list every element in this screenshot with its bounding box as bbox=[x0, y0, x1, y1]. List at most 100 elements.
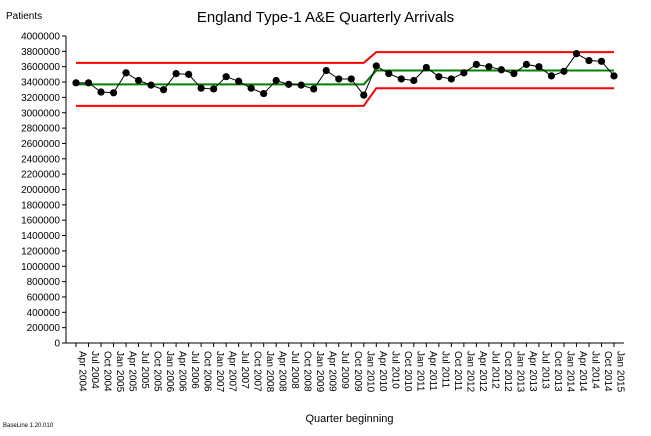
data-point bbox=[585, 56, 593, 65]
x-tick-label: Apr 2011 bbox=[427, 351, 438, 391]
y-tick-label: 3400000 bbox=[21, 78, 60, 89]
x-tick-label: Jan 2014 bbox=[564, 351, 575, 393]
data-point bbox=[285, 80, 293, 88]
data-point bbox=[497, 66, 505, 74]
y-tick-label: 1400000 bbox=[21, 231, 60, 242]
x-tick-label: Jul 2004 bbox=[89, 351, 100, 389]
y-tick-label: 2200000 bbox=[21, 170, 60, 181]
data-point bbox=[310, 85, 318, 93]
data-point bbox=[109, 89, 118, 97]
x-tick-label: Apr 2013 bbox=[527, 351, 538, 392]
x-tick-label: Oct 2013 bbox=[552, 351, 563, 392]
x-tick-label: Jul 2010 bbox=[389, 351, 400, 389]
x-tick-label: Jan 2009 bbox=[314, 351, 325, 393]
data-point bbox=[335, 75, 343, 83]
data-point bbox=[547, 72, 556, 80]
data-point bbox=[597, 57, 606, 65]
data-point bbox=[535, 63, 543, 71]
data-point bbox=[272, 76, 280, 85]
data-point bbox=[360, 91, 368, 99]
y-tick-label: 2600000 bbox=[21, 139, 60, 150]
x-tick-label: Jul 2014 bbox=[589, 351, 600, 389]
x-tick-label: Apr 2008 bbox=[277, 351, 288, 392]
x-tick-label: Oct 2014 bbox=[602, 351, 613, 392]
y-axis-label: Patients bbox=[6, 11, 43, 22]
x-tick-label: Apr 2012 bbox=[477, 351, 488, 392]
x-tick-label: Jan 2013 bbox=[514, 351, 525, 393]
data-point bbox=[322, 66, 330, 75]
upper-control-limit-line bbox=[76, 51, 614, 64]
x-tick-label: Oct 2011 bbox=[452, 351, 463, 391]
x-tick-label: Jan 2010 bbox=[364, 351, 375, 393]
x-tick-label: Oct 2010 bbox=[402, 351, 413, 392]
y-tick-label: 2800000 bbox=[21, 124, 60, 135]
x-axis-label-wrap: Quarter beginning bbox=[0, 413, 651, 425]
x-tick-label: Jul 2013 bbox=[539, 351, 550, 389]
data-point bbox=[97, 88, 105, 96]
software-footnote: BaseLine 1.20.010 bbox=[3, 423, 54, 429]
chart-title: England Type-1 A&E Quarterly Arrivals bbox=[196, 9, 455, 26]
x-tick-label: Oct 2009 bbox=[352, 351, 363, 392]
data-point bbox=[460, 69, 468, 77]
x-tick-label: Jan 2007 bbox=[214, 351, 225, 393]
x-tick-label: Jan 2006 bbox=[164, 351, 175, 393]
data-point bbox=[447, 75, 455, 83]
data-point bbox=[372, 62, 380, 70]
data-point bbox=[159, 86, 168, 94]
data-point bbox=[522, 60, 531, 68]
x-tick-label: Oct 2007 bbox=[252, 351, 263, 392]
data-point bbox=[560, 67, 568, 75]
x-tick-label: Apr 2009 bbox=[327, 351, 338, 392]
data-point bbox=[410, 76, 418, 85]
y-tick-label: 3200000 bbox=[21, 93, 60, 104]
y-tick-label: 800000 bbox=[27, 277, 61, 288]
data-point bbox=[572, 50, 581, 58]
data-point bbox=[435, 73, 443, 81]
x-tick-label: Apr 2014 bbox=[577, 351, 588, 392]
y-tick-label: 4000000 bbox=[21, 32, 60, 43]
data-point bbox=[134, 76, 143, 85]
data-point bbox=[172, 70, 180, 78]
data-point bbox=[510, 70, 518, 78]
x-tick-label: Jul 2005 bbox=[139, 351, 150, 389]
data-point bbox=[610, 72, 618, 80]
y-tick-label: 2400000 bbox=[21, 154, 60, 165]
y-tick-label: 0 bbox=[54, 339, 60, 350]
x-tick-label: Jul 2008 bbox=[289, 351, 300, 389]
x-tick-label: Jul 2009 bbox=[339, 351, 350, 389]
data-point bbox=[472, 60, 480, 68]
y-tick-label: 600000 bbox=[27, 292, 61, 303]
y-tick-label: 1200000 bbox=[21, 246, 60, 257]
y-tick-label: 2000000 bbox=[21, 185, 60, 196]
x-tick-label: Jan 2005 bbox=[114, 351, 125, 393]
data-point bbox=[260, 89, 268, 98]
data-point bbox=[347, 75, 355, 83]
data-point bbox=[84, 79, 93, 87]
x-tick-label: Jan 2015 bbox=[615, 351, 626, 393]
x-tick-label: Jan 2008 bbox=[264, 351, 275, 393]
x-tick-label: Oct 2008 bbox=[302, 351, 313, 392]
x-tick-label: Jul 2006 bbox=[189, 351, 200, 389]
y-tick-label: 1600000 bbox=[21, 216, 60, 227]
x-tick-label: Jan 2011 bbox=[414, 351, 425, 392]
lower-control-limit-line bbox=[76, 87, 614, 107]
mean-line bbox=[76, 69, 614, 86]
x-tick-label: Jul 2007 bbox=[239, 351, 250, 389]
x-tick-label: Oct 2006 bbox=[202, 351, 213, 392]
x-tick-label: Jan 2012 bbox=[464, 351, 475, 393]
y-tick-label: 3600000 bbox=[21, 62, 60, 73]
x-axis-label: Quarter beginning bbox=[305, 413, 394, 425]
data-point bbox=[72, 79, 80, 87]
data-point bbox=[185, 70, 193, 78]
y-tick-label: 400000 bbox=[27, 308, 61, 319]
x-tick-label: Oct 2004 bbox=[102, 351, 113, 392]
y-tick-label: 200000 bbox=[27, 323, 61, 334]
data-point bbox=[397, 75, 405, 83]
data-point bbox=[235, 77, 243, 85]
x-tick-label: Apr 2005 bbox=[127, 351, 138, 392]
data-point bbox=[485, 63, 493, 71]
x-tick-label: Apr 2004 bbox=[77, 351, 88, 392]
x-tick-label: Oct 2012 bbox=[502, 351, 513, 392]
data-point bbox=[147, 81, 155, 89]
